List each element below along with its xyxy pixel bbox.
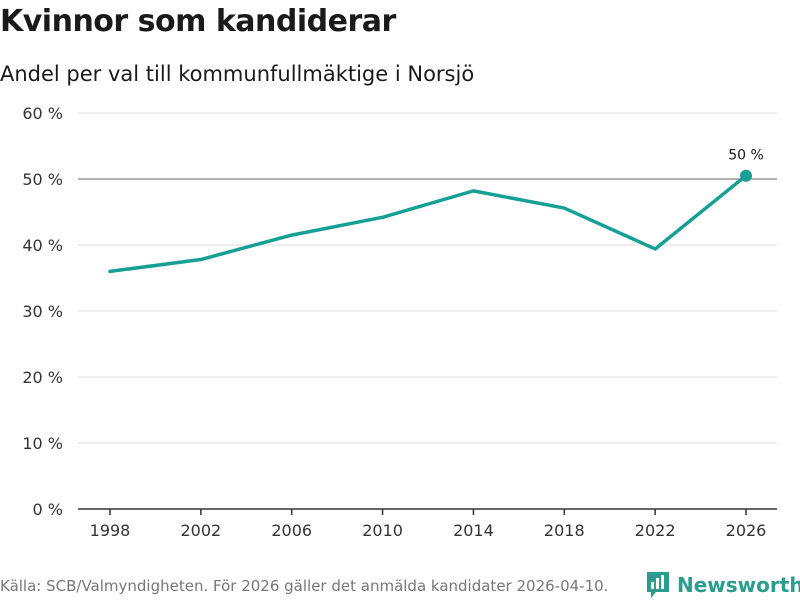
x-tick-label: 2014 (453, 521, 494, 540)
series-line (108, 173, 748, 274)
highlight-point (740, 169, 752, 182)
labels: 0 % 10 % 20 % 30 % 40 % 50 % 60 % 1998 2002 2006 2… (22, 104, 766, 540)
x-tick-label: 1998 (90, 521, 131, 540)
brand-logo: Newsworthy (645, 570, 800, 600)
y-tick-label: 50 % (22, 170, 63, 189)
source-note: Källa: SCB/Valmyndigheten. För 2026 gäll… (0, 577, 609, 595)
newsworthy-logo-icon (647, 572, 669, 598)
x-tick-label: 2026 (726, 521, 767, 540)
x-tick-label: 2010 (362, 521, 403, 540)
axes (78, 508, 777, 515)
x-tick-label: 2022 (635, 521, 676, 540)
y-tick-label: 0 % (33, 500, 63, 519)
grid-lines (78, 112, 777, 444)
y-tick-label: 60 % (22, 104, 63, 123)
x-tick-label: 2002 (180, 521, 221, 540)
x-tick-label: 2018 (544, 521, 585, 540)
y-tick-label: 40 % (22, 236, 63, 255)
x-tick-label: 2006 (271, 521, 312, 540)
y-tick-label: 20 % (22, 368, 63, 387)
chart-title: Kvinnor som kandiderar (0, 4, 396, 39)
brand-name: Newsworthy (677, 573, 800, 597)
chart-subtitle: Andel per val till kommunfullmäktige i N… (0, 62, 475, 86)
series (108, 169, 752, 274)
data-label: 50 % (728, 148, 764, 164)
y-tick-label: 10 % (22, 434, 63, 453)
y-tick-label: 30 % (22, 302, 63, 321)
